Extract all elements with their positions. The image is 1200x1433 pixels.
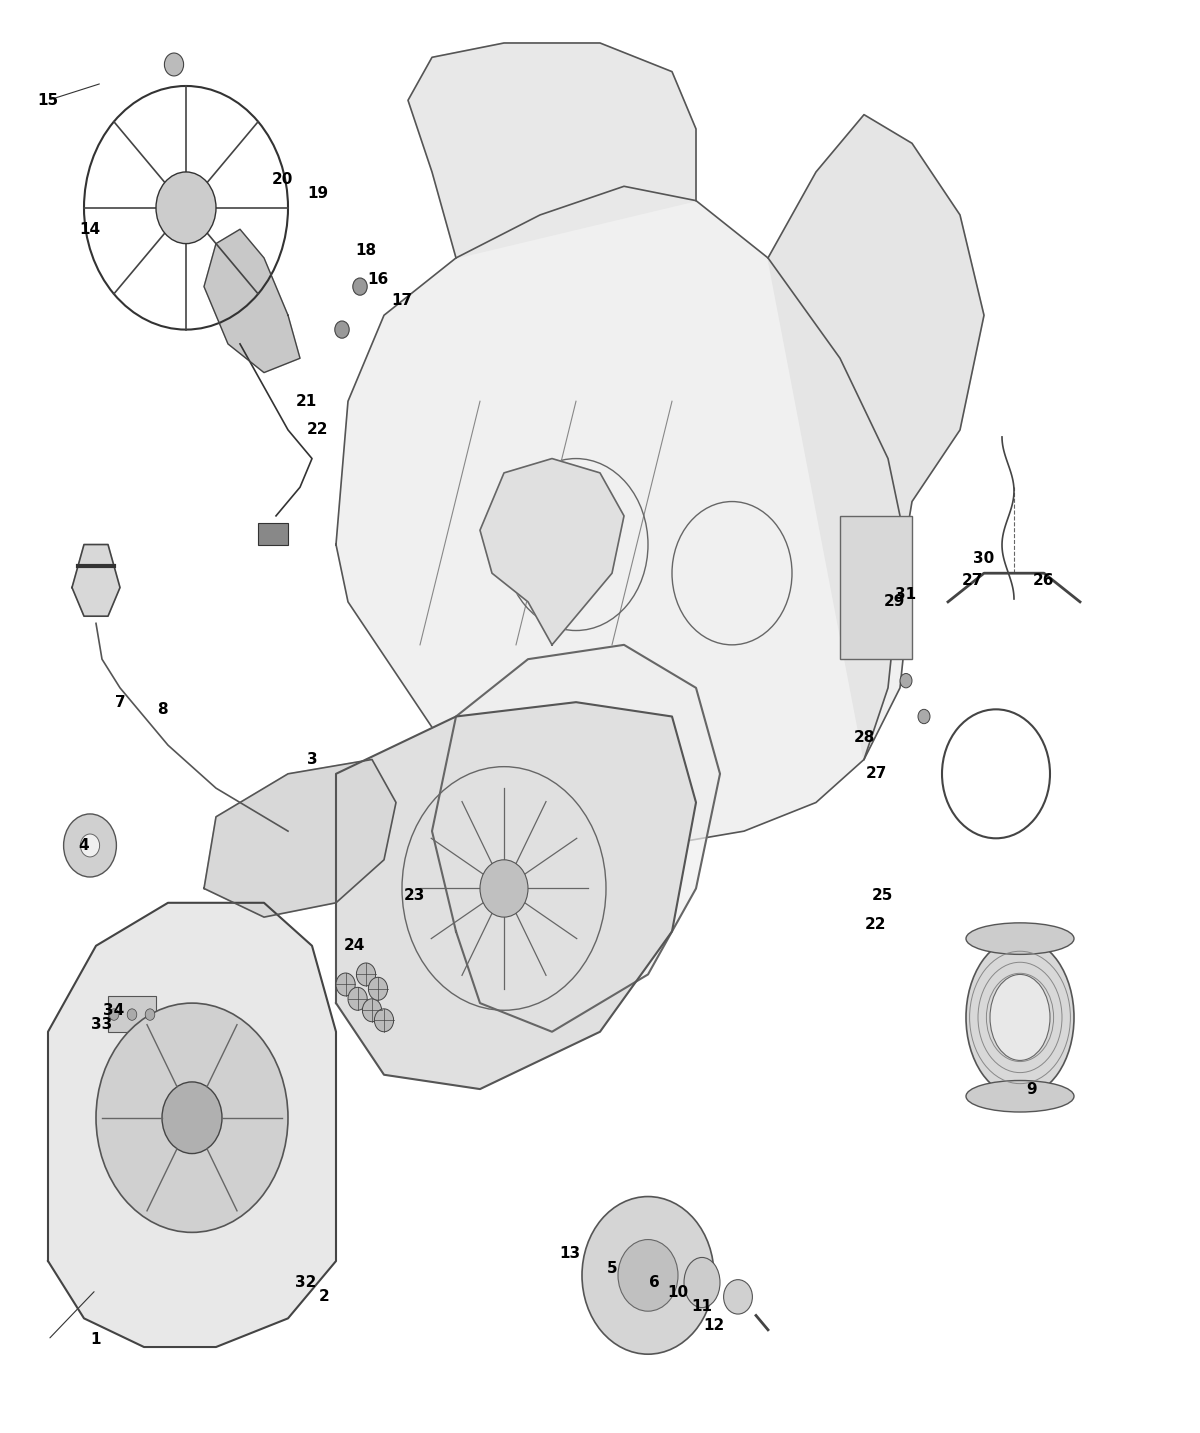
Polygon shape [480,459,624,645]
Polygon shape [336,186,912,845]
Circle shape [356,963,376,986]
Circle shape [582,1197,714,1354]
Polygon shape [48,903,336,1347]
Circle shape [900,674,912,688]
Text: 33: 33 [91,1017,113,1032]
Ellipse shape [966,923,1074,954]
Text: 6: 6 [649,1275,659,1290]
Ellipse shape [990,974,1050,1060]
Ellipse shape [966,1080,1074,1112]
Text: 30: 30 [973,552,995,566]
Polygon shape [336,702,696,1089]
Text: 12: 12 [703,1318,725,1333]
Circle shape [618,1240,678,1311]
Circle shape [335,321,349,338]
Text: 21: 21 [295,394,317,408]
Text: 25: 25 [871,888,893,903]
Circle shape [80,834,100,857]
Text: 28: 28 [853,731,875,745]
Text: 26: 26 [1033,573,1055,588]
Circle shape [374,1009,394,1032]
Text: 32: 32 [295,1275,317,1290]
Polygon shape [72,545,120,616]
Text: 14: 14 [79,222,101,236]
Ellipse shape [684,1258,720,1307]
Text: 31: 31 [895,588,917,602]
Text: 8: 8 [157,702,167,716]
Circle shape [64,814,116,877]
Text: 24: 24 [343,939,365,953]
Text: 5: 5 [607,1261,617,1275]
Text: 22: 22 [865,917,887,931]
Circle shape [724,1280,752,1314]
Circle shape [162,1082,222,1154]
Text: 29: 29 [883,595,905,609]
Polygon shape [768,115,984,759]
Text: 13: 13 [559,1247,581,1261]
Circle shape [109,1009,119,1020]
Text: 18: 18 [355,244,377,258]
Text: 23: 23 [403,888,425,903]
Text: 19: 19 [307,186,329,201]
Text: 9: 9 [1027,1082,1037,1096]
Text: 15: 15 [37,93,59,107]
Text: 2: 2 [319,1290,329,1304]
Text: 22: 22 [307,423,329,437]
Circle shape [145,1009,155,1020]
Text: 16: 16 [367,272,389,287]
Circle shape [353,278,367,295]
Bar [108,996,156,1032]
Text: 27: 27 [865,767,887,781]
Circle shape [96,1003,288,1232]
Bar [258,523,288,545]
Text: 3: 3 [307,752,317,767]
Circle shape [480,860,528,917]
Text: 27: 27 [961,573,983,588]
Circle shape [156,172,216,244]
Polygon shape [204,759,396,917]
Ellipse shape [966,939,1074,1096]
Circle shape [918,709,930,724]
Circle shape [368,977,388,1000]
Text: 7: 7 [115,695,125,709]
Text: 11: 11 [691,1300,713,1314]
Text: 17: 17 [391,294,413,308]
Text: 20: 20 [271,172,293,186]
Polygon shape [204,229,300,373]
Circle shape [164,53,184,76]
Polygon shape [432,645,720,1032]
Bar [840,516,912,659]
Text: 10: 10 [667,1285,689,1300]
Text: 4: 4 [79,838,89,853]
Circle shape [362,999,382,1022]
Circle shape [127,1009,137,1020]
Circle shape [348,987,367,1010]
Text: 1: 1 [91,1333,101,1347]
Circle shape [336,973,355,996]
Polygon shape [408,43,696,258]
Text: 34: 34 [103,1003,125,1017]
